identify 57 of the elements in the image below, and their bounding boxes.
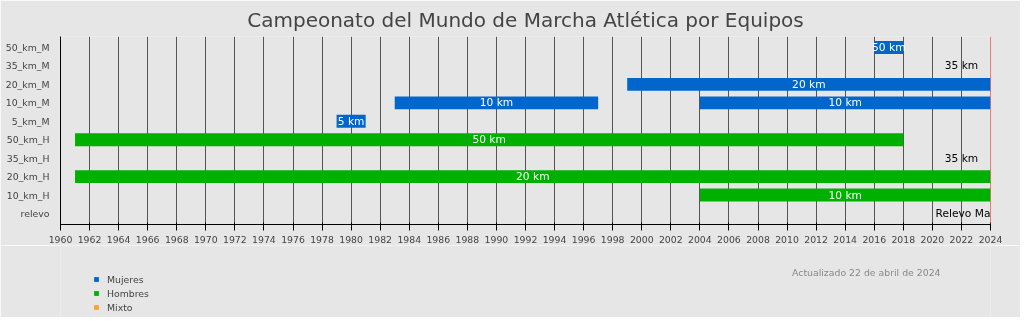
- x-tick-label: 2010: [775, 233, 799, 245]
- x-tick-label: 2008: [746, 233, 770, 245]
- annotation: 20 km: [516, 170, 550, 184]
- y-tick-label: 20_km_H: [6, 171, 50, 183]
- y-tick-label: 50_km_M: [5, 42, 50, 54]
- x-tick-label: 1974: [252, 233, 276, 245]
- x-tick-label: 1978: [310, 233, 334, 245]
- y-tick-label: 35_km_H: [6, 152, 50, 164]
- legend-label: Mujeres: [107, 273, 144, 285]
- annotation: 5 km: [337, 114, 365, 128]
- x-tick-label: 2000: [629, 233, 654, 245]
- legend-label: Hombres: [107, 287, 149, 299]
- annotation: 10 km: [828, 96, 862, 110]
- annotation: 35 km: [944, 151, 979, 165]
- x-tick-label: 2006: [717, 233, 741, 245]
- legend-label: Mixto: [107, 301, 133, 313]
- x-tick-label: 2014: [833, 233, 858, 245]
- x-tick-label: 1982: [368, 233, 393, 245]
- x-tick-label: 2002: [658, 233, 683, 245]
- x-tick-label: 1994: [542, 233, 567, 245]
- x-tick-label: 1972: [223, 233, 247, 245]
- x-tick-label: 1960: [48, 233, 73, 245]
- x-tick-label: 1998: [600, 233, 625, 245]
- x-tick-label: 2004: [688, 233, 712, 245]
- annotation: 10 km: [479, 96, 514, 110]
- x-tick-label: 1988: [455, 233, 480, 245]
- x-tick-label: 1966: [135, 233, 160, 245]
- y-tick-label: 5_km_M: [11, 115, 50, 127]
- y-tick-label: 10_km_H: [6, 189, 50, 201]
- y-tick-label: 35_km_M: [5, 60, 50, 72]
- y-tick-label: 10_km_M: [5, 97, 50, 109]
- x-tick-label: 1984: [397, 233, 422, 245]
- annotation: 35 km: [944, 59, 979, 73]
- x-tick-label: 1996: [571, 233, 596, 245]
- y-tick-label: 20_km_M: [5, 78, 50, 90]
- x-tick-label: 2020: [920, 233, 945, 245]
- x-tick-label: 2018: [891, 233, 916, 245]
- x-tick-label: 1976: [281, 233, 305, 245]
- annotation: 20 km: [792, 77, 826, 91]
- x-tick-label: 1990: [484, 233, 509, 245]
- y-tick-label: relevo: [20, 207, 50, 219]
- annotation: 10 km: [828, 188, 862, 202]
- x-tick-label: 1968: [164, 233, 189, 245]
- chart-title: Campeonato del Mundo de Marcha Atlética por Equipos: [247, 7, 804, 32]
- y-tick-label: 50_km_H: [6, 134, 50, 146]
- x-tick-label: 2024: [978, 233, 1003, 245]
- text: Actualizado 22 de abril de 2024: [792, 266, 941, 278]
- x-tick-label: 1970: [193, 233, 218, 245]
- x-tick-label: 1986: [426, 233, 451, 245]
- x-tick-label: 1992: [513, 233, 538, 245]
- x-tick-label: 2012: [804, 233, 829, 245]
- x-tick-label: 2016: [862, 233, 887, 245]
- x-tick-label: 1980: [339, 233, 364, 245]
- x-tick-label: 2022: [949, 233, 974, 245]
- annotation: 50 km: [472, 133, 506, 147]
- x-tick-label: 1964: [106, 233, 131, 245]
- x-tick-label: 1962: [77, 233, 102, 245]
